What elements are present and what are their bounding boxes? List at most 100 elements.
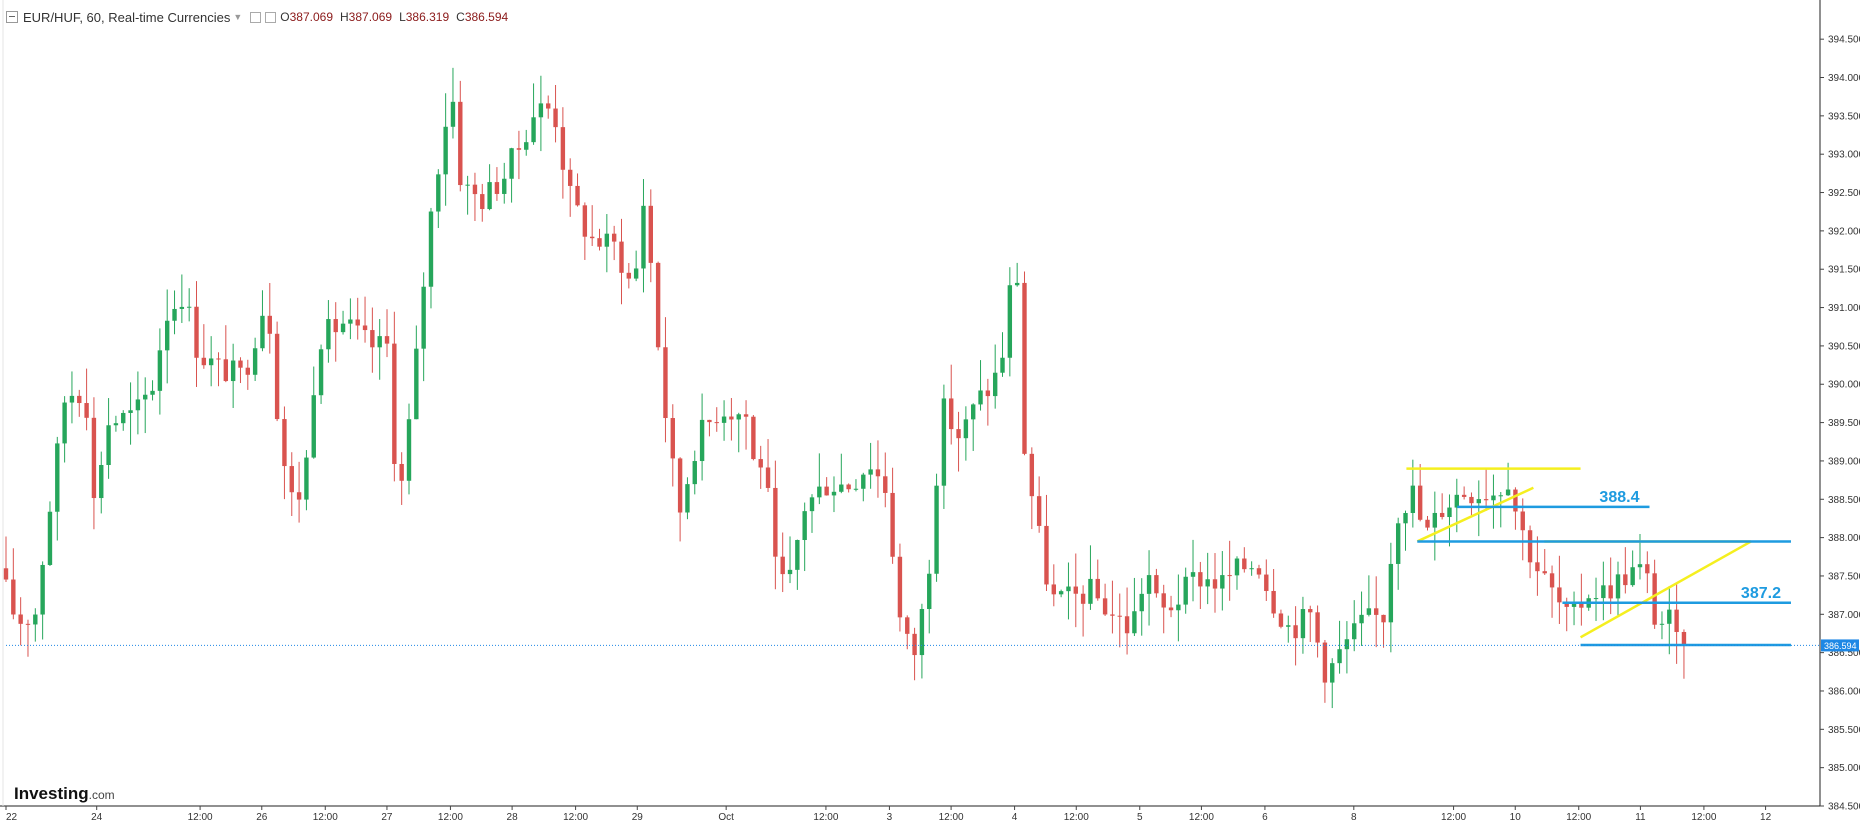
candle-body (743, 414, 749, 417)
candle-body (348, 319, 353, 324)
candle-body (758, 459, 763, 468)
y-tick-label: 384.500 (1828, 802, 1860, 813)
candle-body (267, 315, 272, 334)
candle-body (1117, 615, 1122, 617)
candle-body (502, 178, 507, 194)
candle-body (707, 419, 712, 423)
candle-body (1066, 586, 1071, 592)
candle-body (121, 412, 126, 424)
candle-body (1110, 614, 1115, 616)
dropdown-caret-icon[interactable]: ▼ (233, 12, 243, 22)
candle-body (956, 429, 961, 439)
candle-body (802, 511, 807, 541)
y-tick-label: 387.500 (1828, 571, 1860, 582)
candle-body (1234, 558, 1240, 576)
x-tick-label: 6 (1262, 812, 1268, 823)
x-tick-label: 8 (1351, 812, 1357, 823)
candle-body (326, 319, 331, 350)
y-tick-label: 391.500 (1828, 265, 1860, 276)
x-tick-label: 12:00 (563, 812, 588, 823)
candle-body (414, 348, 419, 420)
x-tick-label: 26 (256, 812, 268, 823)
candle-body (487, 182, 492, 210)
candle-body (150, 390, 155, 395)
candle-body (1601, 585, 1606, 599)
candle-body (1352, 623, 1357, 640)
candle-body (1366, 608, 1372, 615)
candle-body (1256, 568, 1262, 575)
candle-body (443, 126, 448, 175)
candle-body (1264, 574, 1269, 591)
y-tick-label: 391.000 (1828, 303, 1860, 314)
candle-body (597, 238, 602, 247)
y-tick-label: 390.000 (1828, 380, 1860, 391)
candle-body (1337, 649, 1342, 664)
candle-body (1381, 614, 1386, 623)
x-tick-label: 5 (1137, 812, 1143, 823)
candle-body (3, 568, 9, 580)
candle-body (509, 148, 514, 179)
candle-body (949, 398, 954, 430)
candle-body (663, 347, 668, 419)
instrument-title[interactable]: EUR/HUF, 60, Real-time Currencies (23, 9, 231, 25)
collapse-icon[interactable] (6, 11, 18, 23)
x-tick-label: 29 (632, 812, 644, 823)
candle-body (1227, 575, 1232, 577)
candle-body (1286, 625, 1291, 627)
x-tick-label: 22 (6, 812, 18, 823)
candle-body (458, 101, 463, 186)
close-box-icon[interactable] (265, 11, 277, 23)
candle-body (1513, 489, 1518, 512)
candle-body (1190, 572, 1196, 577)
candle-body (721, 416, 727, 423)
candle-body (699, 419, 705, 462)
candle-body (611, 233, 617, 242)
candle-body (1505, 489, 1511, 496)
candle-body (186, 306, 192, 308)
x-tick-label: 3 (887, 812, 893, 823)
y-tick-label: 386.000 (1828, 686, 1860, 697)
candle-body (1124, 616, 1130, 634)
candle-body (1410, 485, 1416, 514)
candle-body (1308, 609, 1313, 613)
candle-body (406, 419, 412, 481)
candle-body (33, 614, 38, 625)
y-tick-label: 393.000 (1828, 150, 1860, 161)
candle-body (927, 573, 932, 609)
candle-body (765, 467, 771, 488)
y-tick-label: 392.000 (1828, 226, 1860, 237)
investing-logo: Investing.com (14, 784, 115, 803)
candle-body (377, 336, 382, 348)
candle-body (304, 457, 309, 500)
candle-body (553, 108, 558, 128)
candle-body (208, 358, 214, 366)
candle-body (318, 349, 324, 396)
candle-body (846, 484, 851, 490)
settings-box-icon[interactable] (250, 11, 262, 23)
candle-body (1425, 519, 1430, 528)
candle-body (575, 185, 580, 206)
ohlc-close: C386.594 (456, 10, 509, 24)
candle-body (773, 487, 778, 557)
candle-body (1000, 357, 1005, 373)
candle-body (626, 272, 632, 279)
candle-body (370, 330, 375, 348)
candle-body (1608, 585, 1613, 599)
candle-body (1212, 579, 1218, 589)
candle-body (1557, 587, 1562, 603)
candle-body (1454, 494, 1460, 508)
candle-body (289, 466, 294, 493)
candle-body (392, 343, 397, 464)
candle-body (1527, 530, 1533, 563)
y-tick-label: 394.500 (1828, 35, 1860, 46)
candle-body (1088, 578, 1093, 604)
candle-body (1168, 607, 1174, 611)
candle-body (465, 184, 470, 186)
candle-body (223, 359, 229, 382)
x-tick-label: 12:00 (438, 812, 463, 823)
candle-body (1198, 572, 1203, 587)
candle-body (839, 484, 844, 492)
x-tick-label: 12:00 (939, 812, 964, 823)
candle-body (384, 336, 390, 344)
